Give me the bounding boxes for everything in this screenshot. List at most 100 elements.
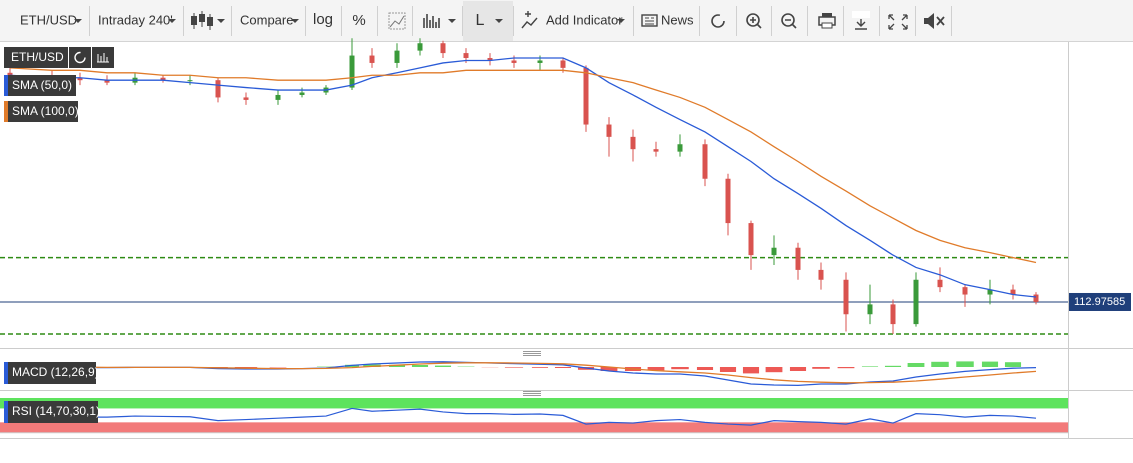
histogram-bar	[504, 367, 524, 368]
icon	[388, 12, 406, 30]
icon	[785, 19, 797, 29]
candle-body	[1033, 294, 1039, 302]
icon	[888, 14, 908, 30]
histogram-bar	[907, 363, 925, 367]
log-button[interactable]: log	[313, 11, 333, 28]
grid-layer	[0, 398, 1068, 434]
icon	[423, 14, 440, 28]
histogram-bar	[931, 361, 949, 367]
interval-text: Intraday 240'	[98, 12, 173, 27]
compare-select[interactable]: Compare	[240, 12, 299, 27]
icon	[199, 14, 205, 22]
candle-body	[702, 144, 708, 179]
legend-swatch	[4, 362, 8, 384]
candle-body	[77, 77, 83, 81]
icon	[750, 17, 762, 29]
candle-body	[748, 223, 754, 256]
candle-body	[677, 144, 683, 152]
candle-body	[511, 60, 517, 63]
candle-body	[867, 304, 873, 315]
drawing-tool[interactable]	[388, 12, 406, 30]
legend-sma100-bg[interactable]	[4, 101, 78, 122]
candle-body	[630, 136, 636, 150]
candle-body	[725, 178, 731, 224]
candle-body	[417, 43, 423, 51]
candle-body	[394, 50, 400, 63]
symbol-text: ETH/USD	[20, 12, 77, 27]
rsi-legend-bg[interactable]	[4, 401, 98, 423]
add-indicator[interactable]: Add Indicator	[521, 11, 625, 29]
candle-body	[795, 247, 801, 270]
histogram-bar	[812, 367, 830, 369]
zoom-out-button[interactable]	[781, 13, 797, 29]
zoom-in-button[interactable]	[746, 13, 762, 29]
sma-line	[9, 67, 1037, 264]
compare-text: Compare	[240, 12, 293, 27]
candle-body	[187, 80, 193, 82]
legend-label: SMA (100,0)	[12, 104, 79, 118]
candle-body	[606, 124, 612, 137]
chart-style-select[interactable]	[191, 11, 225, 30]
png-export-button[interactable]	[852, 11, 870, 30]
candle-body	[843, 279, 849, 315]
histogram-bar	[388, 364, 406, 367]
news-text: News	[661, 12, 694, 27]
add-indicator-text: Add Indicator	[546, 12, 623, 27]
candle-body	[818, 269, 824, 280]
macd-line	[10, 362, 1037, 384]
legend-swatch	[4, 101, 8, 122]
print-button[interactable]	[818, 13, 836, 29]
histogram-bar	[789, 367, 807, 371]
sma-line	[9, 57, 1037, 298]
macd-line	[10, 361, 1037, 387]
toolbar-bg	[0, 0, 1133, 42]
news-button[interactable]: News	[641, 12, 694, 27]
resize-grip[interactable]	[523, 351, 541, 356]
candle-body	[275, 94, 281, 100]
icon	[822, 13, 832, 17]
labels-layer: 112.97585	[1069, 292, 1131, 311]
icon	[936, 16, 945, 26]
histogram-bar	[600, 367, 618, 371]
histogram-bar	[696, 367, 714, 370]
legend-swatch	[4, 401, 8, 423]
candle-body	[1010, 289, 1016, 295]
histogram-bar	[234, 367, 258, 368]
candle-body	[890, 304, 896, 325]
icon	[852, 11, 870, 18]
icon	[855, 19, 867, 30]
icon	[645, 17, 654, 25]
candle-body	[487, 58, 493, 61]
candle-body	[104, 80, 110, 83]
percent-button[interactable]: %	[352, 12, 365, 29]
legend-sma50-bg[interactable]	[4, 75, 76, 96]
histogram-bar	[981, 361, 999, 367]
line-select[interactable]: L	[463, 1, 513, 41]
candle-body	[962, 287, 968, 295]
candle-body	[369, 55, 375, 63]
volume-select[interactable]	[423, 14, 456, 28]
legend-label: SMA (50,0)	[12, 78, 72, 92]
dropdown-arrow	[495, 19, 503, 23]
macd-legend-bg[interactable]	[4, 362, 96, 384]
symbol-select[interactable]: ETH/USD	[20, 12, 82, 27]
refresh-button[interactable]	[711, 14, 725, 28]
mute-button[interactable]	[924, 13, 945, 29]
icon	[746, 13, 760, 27]
toolbar: ETH/USD Intraday 240' Compare log %	[0, 0, 1133, 42]
histogram-bar	[884, 365, 902, 367]
fullscreen-button[interactable]	[888, 14, 908, 30]
candle-body	[913, 279, 919, 325]
settings-button[interactable]	[92, 47, 114, 68]
candle-body	[937, 279, 943, 288]
reload-button[interactable]	[69, 47, 91, 68]
candle-body	[440, 43, 446, 54]
legend-symbol: ETH/USD	[11, 50, 64, 64]
icon	[641, 14, 658, 27]
histogram-bar	[719, 367, 737, 372]
icon	[389, 15, 405, 28]
candle-body	[160, 77, 166, 81]
resize-grip[interactable]	[523, 391, 541, 396]
interval-select[interactable]: Intraday 240'	[98, 12, 176, 27]
